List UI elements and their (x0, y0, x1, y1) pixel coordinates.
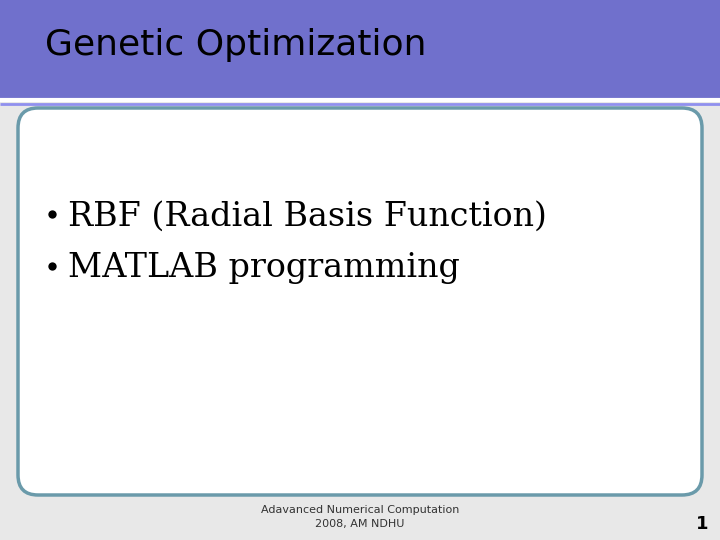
Text: 2008, AM NDHU: 2008, AM NDHU (315, 519, 405, 529)
Bar (0, 0, 720, 100)
Text: Genetic Optimization: Genetic Optimization (45, 28, 426, 62)
FancyBboxPatch shape (18, 108, 702, 495)
Text: 1: 1 (696, 515, 708, 533)
Text: RBF (Radial Basis Function): RBF (Radial Basis Function) (68, 200, 547, 232)
Text: MATLAB programming: MATLAB programming (68, 252, 460, 285)
Text: Adavanced Numerical Computation: Adavanced Numerical Computation (261, 505, 459, 515)
